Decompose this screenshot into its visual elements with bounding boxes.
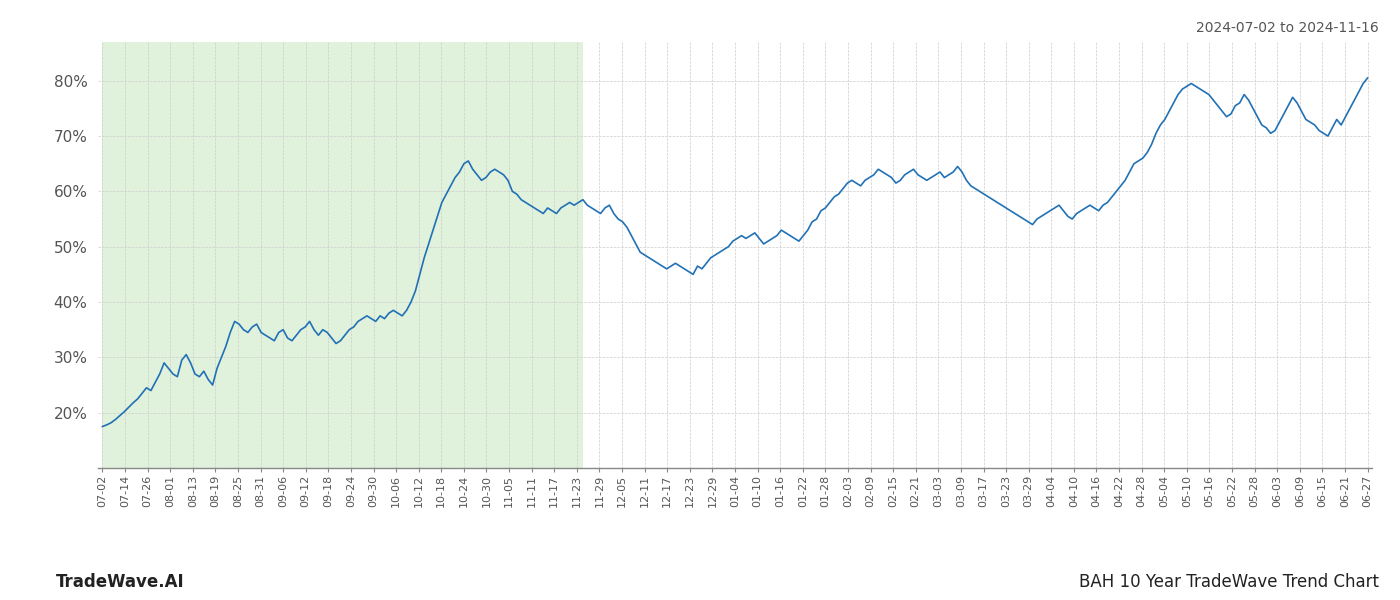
Text: 2024-07-02 to 2024-11-16: 2024-07-02 to 2024-11-16 [1196, 21, 1379, 35]
Text: BAH 10 Year TradeWave Trend Chart: BAH 10 Year TradeWave Trend Chart [1079, 573, 1379, 591]
Bar [102, 42, 582, 468]
Text: TradeWave.AI: TradeWave.AI [56, 573, 185, 591]
